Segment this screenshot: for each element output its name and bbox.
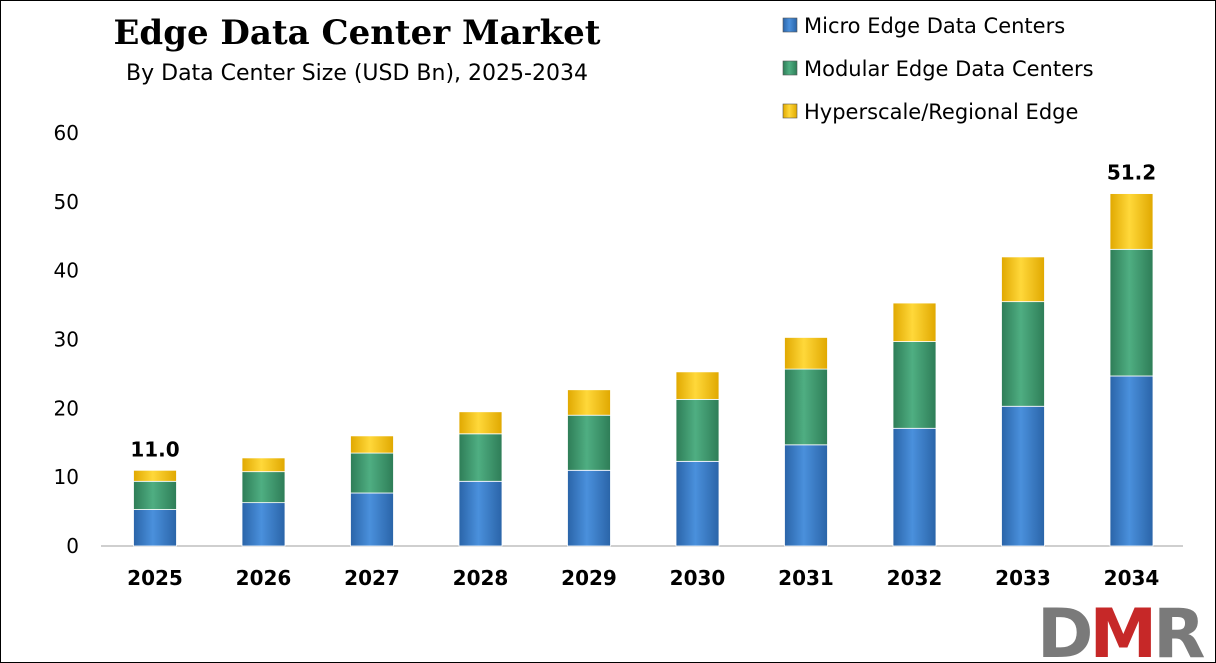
bar-2028-series-1 <box>458 433 503 482</box>
bar-2029-series-0 <box>567 469 611 547</box>
data-label-2034: 51.2 <box>1107 161 1156 185</box>
y-axis-ticks: 0 10 20 30 40 50 60 <box>54 121 79 558</box>
bar-stack-2028 <box>458 411 503 547</box>
legend-entry: Hyperscale/Regional Edge <box>804 100 1078 124</box>
y-tick-label: 10 <box>54 465 79 489</box>
bar-2031-series-0 <box>784 444 828 547</box>
bar-2026-series-0 <box>241 502 286 547</box>
bar-2027-series-1 <box>350 452 394 494</box>
bar-stack-2027 <box>350 435 394 547</box>
legend-entry: Modular Edge Data Centers <box>804 57 1094 81</box>
bar-2029-series-2 <box>567 389 611 416</box>
bar-2030-series-2 <box>675 371 720 400</box>
bar-stack-2025 <box>133 469 177 547</box>
y-tick-label: 0 <box>66 534 79 558</box>
x-tick-label: 2031 <box>778 566 834 590</box>
data-labels: 11.0 51.2 <box>130 161 1156 462</box>
bar-2031-series-2 <box>784 337 828 370</box>
bar-2028-series-2 <box>458 411 503 435</box>
x-tick-label: 2034 <box>1104 566 1160 590</box>
bar-2032-series-0 <box>892 427 937 547</box>
legend-entry: Micro Edge Data Centers <box>804 14 1065 38</box>
bar-2034-series-2 <box>1109 193 1154 250</box>
x-tick-label: 2032 <box>887 566 943 590</box>
bar-2033-series-1 <box>1001 301 1045 407</box>
bar-stack-2034 <box>1109 193 1154 547</box>
chart-subtitle: By Data Center Size (USD Bn), 2025-2034 <box>126 61 588 86</box>
bar-2027-series-0 <box>350 492 394 547</box>
bar-stack-2029 <box>567 389 611 547</box>
y-tick-label: 30 <box>54 328 79 352</box>
legend-swatch <box>782 60 798 76</box>
bar-2034-series-0 <box>1109 375 1154 547</box>
bars <box>133 193 1154 547</box>
legend: Micro Edge Data Centers Modular Edge Data… <box>782 14 1094 124</box>
bar-stack-2030 <box>675 371 720 547</box>
bar-2031-series-1 <box>784 368 828 446</box>
x-tick-label: 2030 <box>670 566 726 590</box>
data-label-2025: 11.0 <box>130 437 179 461</box>
svg-text:DMR: DMR <box>1037 595 1204 662</box>
x-tick-label: 2029 <box>561 566 617 590</box>
bar-2033-series-0 <box>1001 405 1045 547</box>
legend-swatch <box>782 103 798 119</box>
bar-2030-series-0 <box>675 460 720 547</box>
y-tick-label: 50 <box>54 190 79 214</box>
bar-2025-series-2 <box>133 469 177 482</box>
bar-2028-series-0 <box>458 480 503 547</box>
bar-2030-series-1 <box>675 398 720 462</box>
bar-2032-series-2 <box>892 302 937 342</box>
x-tick-label: 2026 <box>236 566 292 590</box>
bar-stack-2033 <box>1001 256 1045 547</box>
y-tick-label: 40 <box>54 259 79 283</box>
x-tick-label: 2027 <box>344 566 400 590</box>
bar-stack-2032 <box>892 302 937 547</box>
x-tick-label: 2033 <box>995 566 1051 590</box>
dmr-logo: DMR <box>1037 595 1208 662</box>
bar-2029-series-1 <box>567 414 611 471</box>
y-tick-label: 20 <box>54 396 79 420</box>
bar-2026-series-1 <box>241 471 286 504</box>
bar-2033-series-2 <box>1001 256 1045 303</box>
chart-title: Edge Data Center Market <box>114 13 601 53</box>
x-axis-ticks: 2025 2026 2027 2028 2029 2030 2031 2032 2033 2034 <box>127 566 1159 590</box>
bar-2025-series-0 <box>133 509 177 547</box>
x-tick-label: 2028 <box>453 566 509 590</box>
bar-2026-series-2 <box>241 457 286 473</box>
bar-2032-series-1 <box>892 341 937 429</box>
bar-stack-2031 <box>784 337 828 547</box>
bar-2034-series-1 <box>1109 248 1154 377</box>
y-tick-label: 60 <box>54 121 79 145</box>
legend-swatch <box>782 17 798 33</box>
bar-2027-series-2 <box>350 435 394 454</box>
bar-stack-2026 <box>241 457 286 547</box>
x-tick-label: 2025 <box>127 566 183 590</box>
bar-2025-series-1 <box>133 480 177 510</box>
